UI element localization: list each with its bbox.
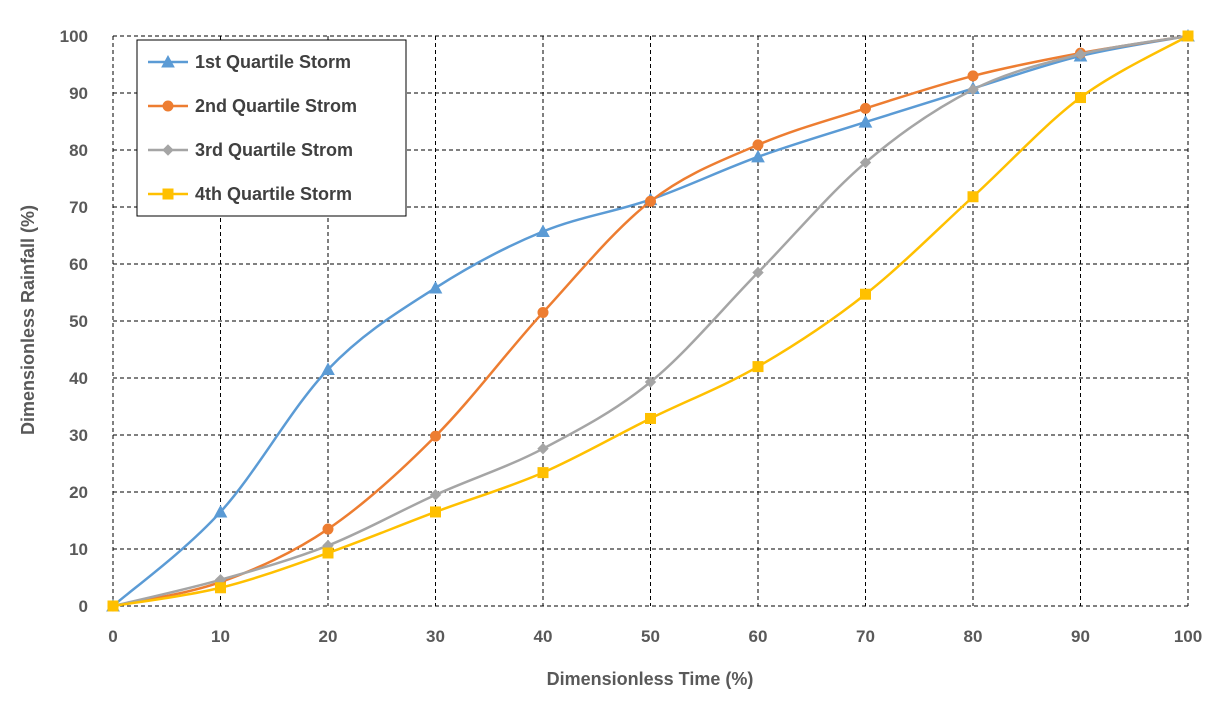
data-point [537,467,549,479]
x-tick-label: 30 [426,627,445,646]
x-tick-label: 80 [964,627,983,646]
legend-label: 3rd Quartile Strom [195,140,353,160]
data-point [430,430,441,442]
legend-box [136,39,407,217]
data-point [536,224,550,238]
legend-item: 2nd Quartile Strom [148,96,357,116]
legend-item: 1st Quartile Storm [148,52,351,72]
data-point [752,139,764,151]
data-point [430,506,441,518]
data-point [859,156,872,169]
y-tick-label: 20 [69,483,88,502]
legend-marker [161,54,175,68]
data-point [322,523,334,535]
x-tick-label: 20 [319,627,338,646]
series-layer [106,28,1195,612]
data-point [967,70,979,82]
y-tick-label: 80 [69,141,88,160]
legend-label: 1st Quartile Storm [195,52,351,72]
y-tick-label: 90 [69,84,88,103]
data-point [213,504,228,518]
data-point [967,83,979,96]
legend-item: 3rd Quartile Strom [148,140,353,160]
y-tick-label: 0 [79,597,88,616]
data-point [429,489,442,501]
data-point [1074,48,1087,60]
data-point [321,362,335,375]
data-point [967,191,979,203]
y-tick-label: 10 [69,540,88,559]
y-axis-title: Dimensionless Rainfall (%) [18,205,38,435]
data-point [752,361,764,373]
x-tick-label: 40 [534,627,553,646]
legend-marker [162,144,174,156]
legend-item: 4th Quartile Storm [148,184,352,204]
data-point [644,376,657,388]
data-point [537,306,549,318]
data-point [1182,30,1194,42]
y-tick-label: 50 [69,312,88,331]
y-tick-label: 60 [69,255,88,274]
x-tick-label: 0 [108,627,117,646]
y-tick-label: 40 [69,369,88,388]
y-tick-label: 30 [69,426,88,445]
x-tick-label: 10 [211,627,230,646]
y-tick-label: 100 [60,27,88,46]
x-tick-label: 70 [856,627,875,646]
x-tick-label: 60 [749,627,768,646]
y-tick-label: 70 [69,198,88,217]
data-point [107,600,119,612]
series-line [112,34,1189,608]
legend: 1st Quartile Storm 2nd Quartile Strom 3rd … [136,39,407,217]
x-axis-title: Dimensionless Time (%) [547,669,754,689]
y-axis-ticks: 0 10 20 30 40 50 60 70 80 90 100 [60,27,88,616]
data-point [1075,92,1086,104]
legend-marker [162,188,174,200]
data-point [322,547,334,559]
data-point [751,149,765,163]
legend-label: 4th Quartile Storm [195,184,352,204]
legend-marker [162,100,174,112]
series-line [112,34,1189,607]
data-point [428,280,443,294]
x-tick-label: 90 [1071,627,1090,646]
x-tick-label: 100 [1174,627,1202,646]
series-line [112,34,1189,608]
x-axis-ticks: 0 10 20 30 40 50 60 70 80 90 100 [108,627,1202,646]
series-line [112,34,1189,608]
series-4 [107,30,1194,612]
legend-label: 2nd Quartile Strom [195,96,357,116]
data-point [537,442,549,455]
data-point [860,288,871,300]
data-point [858,115,873,128]
data-point [645,412,656,424]
data-point [752,266,764,279]
data-point [215,582,226,594]
data-point [860,102,871,114]
data-point [645,195,656,207]
x-tick-label: 50 [641,627,660,646]
